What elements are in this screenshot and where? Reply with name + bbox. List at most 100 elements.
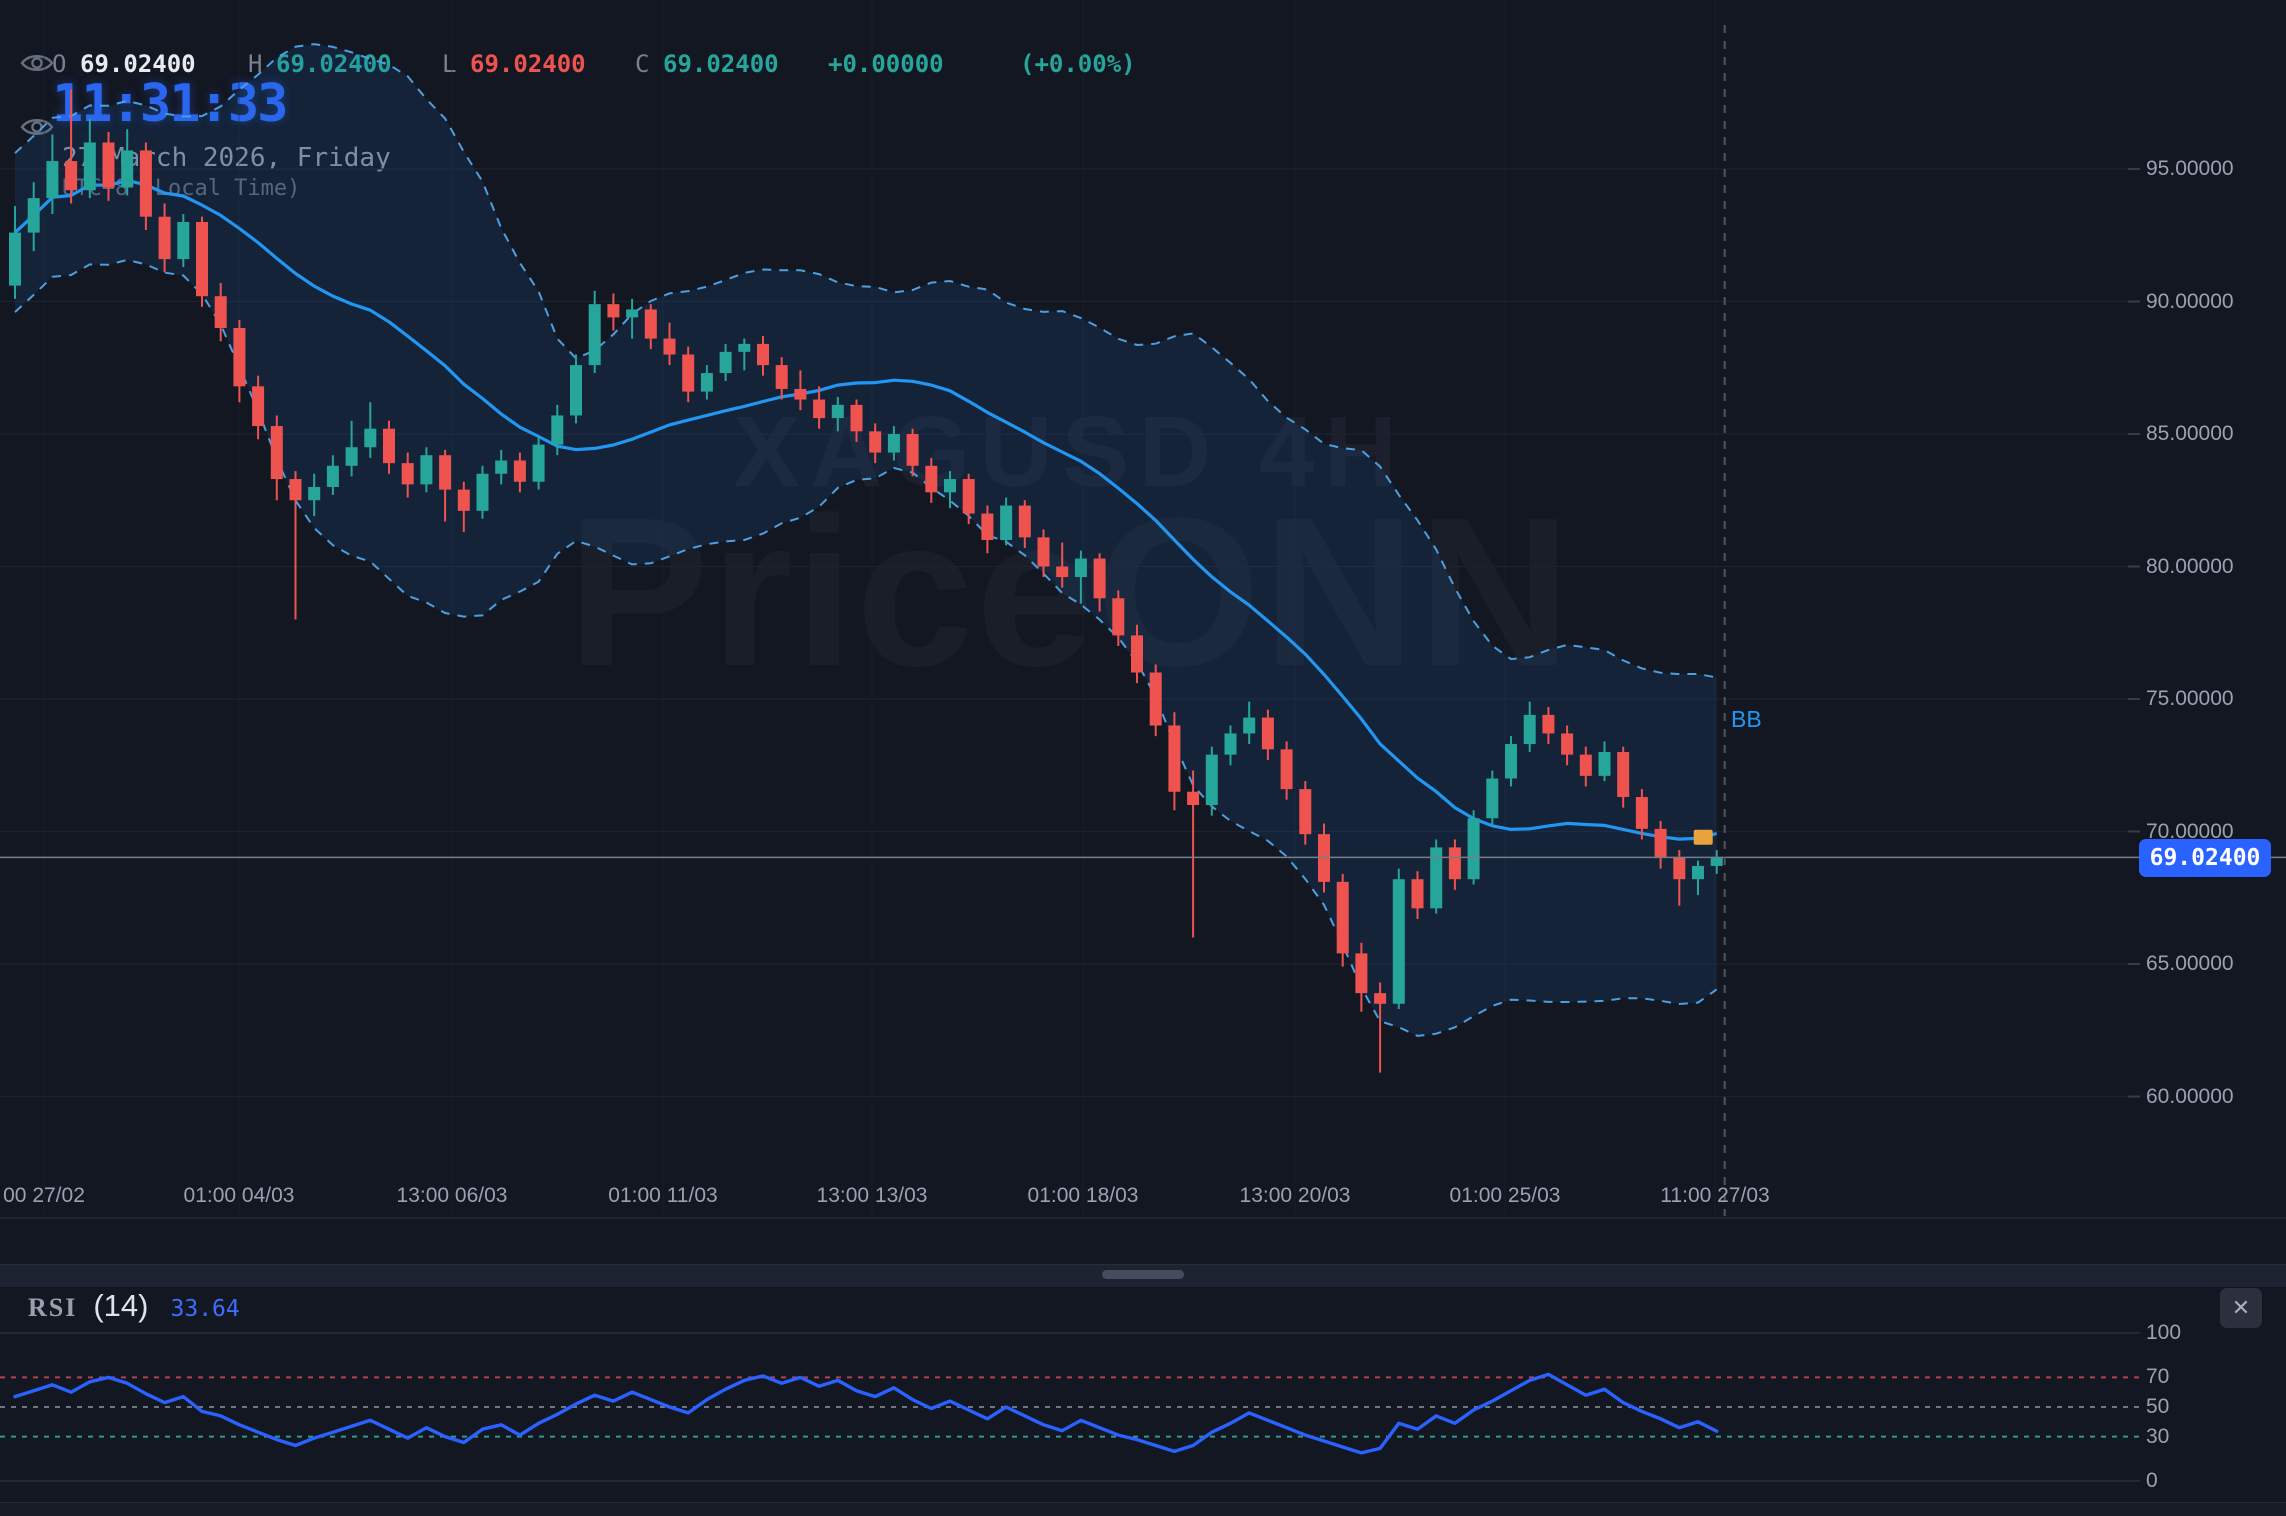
candle-body	[1074, 558, 1087, 578]
rsi-period-label: (14)	[93, 1288, 149, 1323]
candle-body	[233, 328, 246, 387]
candle-body	[570, 365, 582, 416]
price-axis-label: 70.00000	[2146, 819, 2234, 843]
date-label: 27 March 2026, Friday	[62, 143, 391, 173]
candle-body	[495, 460, 508, 474]
candle-body	[270, 426, 283, 480]
price-axis[interactable]: 95.00000 90.00000 85.00000 80.00000 75.00000…	[2140, 0, 2286, 1216]
rsi-axis-label: 100	[2146, 1321, 2182, 1344]
current-price-badge: 69.02400	[2139, 839, 2271, 877]
candle-body	[1336, 881, 1349, 954]
candle-body	[158, 216, 171, 260]
candle-body	[644, 309, 657, 339]
price-axis-label: 75.00000	[2146, 687, 2234, 710]
legend-low-value: 69.02400	[470, 50, 586, 78]
candle-body	[1280, 749, 1293, 790]
legend-change: +0.00000	[828, 50, 944, 78]
candle-body	[65, 161, 78, 191]
candle-body	[775, 365, 788, 389]
candle-body	[1374, 993, 1387, 1004]
time-axis-label: 11:00 27/03	[1660, 1184, 1770, 1207]
candle-body	[383, 428, 395, 464]
candle-body	[1561, 733, 1574, 755]
time-axis-label: 01:00 18/03	[1027, 1184, 1139, 1207]
candle-body	[551, 415, 564, 445]
pane-resize-handle[interactable]	[1102, 1270, 1184, 1279]
candle-body	[1448, 847, 1461, 880]
candle-body	[1710, 857, 1723, 866]
candle-body	[719, 351, 732, 374]
watermark-brand: PriceONN	[0, 470, 2140, 714]
price-axis-label: 95.00000	[2146, 157, 2234, 180]
candle-body	[1056, 566, 1069, 578]
candle-body	[9, 232, 21, 286]
legend-high-label: H	[248, 50, 263, 78]
close-icon: ✕	[2231, 1295, 2251, 1320]
time-axis-label: 01:00 25/03	[1449, 1184, 1561, 1207]
candle-body	[513, 460, 526, 482]
candle-body	[252, 386, 265, 427]
legend-high-value: 69.02400	[276, 50, 392, 78]
candle-body	[1000, 505, 1013, 540]
candle-body	[1467, 818, 1480, 880]
rsi-axis[interactable]: 100 70 50 30 0	[2140, 1285, 2286, 1495]
candle-body	[326, 465, 339, 487]
candle-body	[794, 388, 807, 400]
candle-body	[757, 343, 769, 366]
candle-body	[663, 338, 676, 355]
candle-body	[1018, 505, 1031, 538]
legend-open-label: O	[52, 50, 67, 78]
rsi-indicator-header[interactable]: RSI (14) 33.64	[28, 1288, 240, 1324]
candle-body	[944, 479, 956, 493]
candle-body	[850, 404, 863, 432]
clock: 11:31:33	[52, 74, 288, 134]
candle-body	[196, 222, 208, 297]
legend-visibility-eye-icon[interactable]	[20, 50, 54, 81]
candle-body	[345, 447, 358, 466]
candle-body	[1486, 778, 1499, 819]
rsi-axis-label: 70	[2146, 1365, 2170, 1389]
time-axis-label: 13:00 06/03	[396, 1184, 508, 1207]
candle-body	[1187, 791, 1200, 805]
candle-body	[177, 222, 190, 260]
candle-body	[1355, 953, 1368, 994]
price-axis-label: 80.00000	[2146, 554, 2234, 578]
candle-body	[1617, 752, 1630, 798]
time-axis-label: 00 27/02	[3, 1184, 85, 1207]
candle-body	[1131, 635, 1143, 673]
candle-body	[1598, 752, 1611, 776]
candle-body	[1243, 717, 1256, 734]
rsi-line	[13, 1372, 1719, 1455]
legend-open-value: 69.02400	[80, 50, 196, 78]
time-axis-label: 13:00 13/03	[816, 1184, 928, 1207]
rsi-close-button[interactable]: ✕	[2220, 1288, 2262, 1328]
candle-body	[626, 309, 639, 318]
candle-body	[476, 473, 489, 511]
candle-body	[401, 463, 414, 485]
candle-body	[439, 455, 452, 490]
candle-body	[1168, 725, 1181, 792]
candle-body	[27, 198, 40, 233]
candle-body	[364, 428, 377, 448]
time-axis-label: 01:00 04/03	[183, 1184, 295, 1207]
rsi-axis-label: 0	[2146, 1469, 2158, 1492]
candle-body	[813, 399, 826, 419]
bottom-scrollbar-strip[interactable]	[0, 1502, 2286, 1516]
candle-body	[962, 479, 975, 514]
price-axis-label: 85.00000	[2146, 422, 2234, 445]
candle-body	[1112, 598, 1125, 636]
candle-body	[1093, 558, 1106, 599]
time-axis[interactable]: 00 27/02 01:00 04/03 13:00 06/03 01:00 11/0…	[0, 1170, 2140, 1218]
candle-body	[1635, 797, 1648, 829]
candle-body	[1692, 865, 1704, 880]
candle-body	[981, 513, 994, 540]
candle-body	[1224, 733, 1237, 755]
price-axis-label: 65.00000	[2146, 952, 2234, 975]
bollinger-mid	[13, 178, 1718, 841]
candle-body	[457, 489, 470, 511]
candle-body	[1261, 717, 1274, 750]
candle-body	[121, 150, 134, 188]
candle-body	[1149, 672, 1162, 726]
candle-body	[1542, 714, 1555, 734]
